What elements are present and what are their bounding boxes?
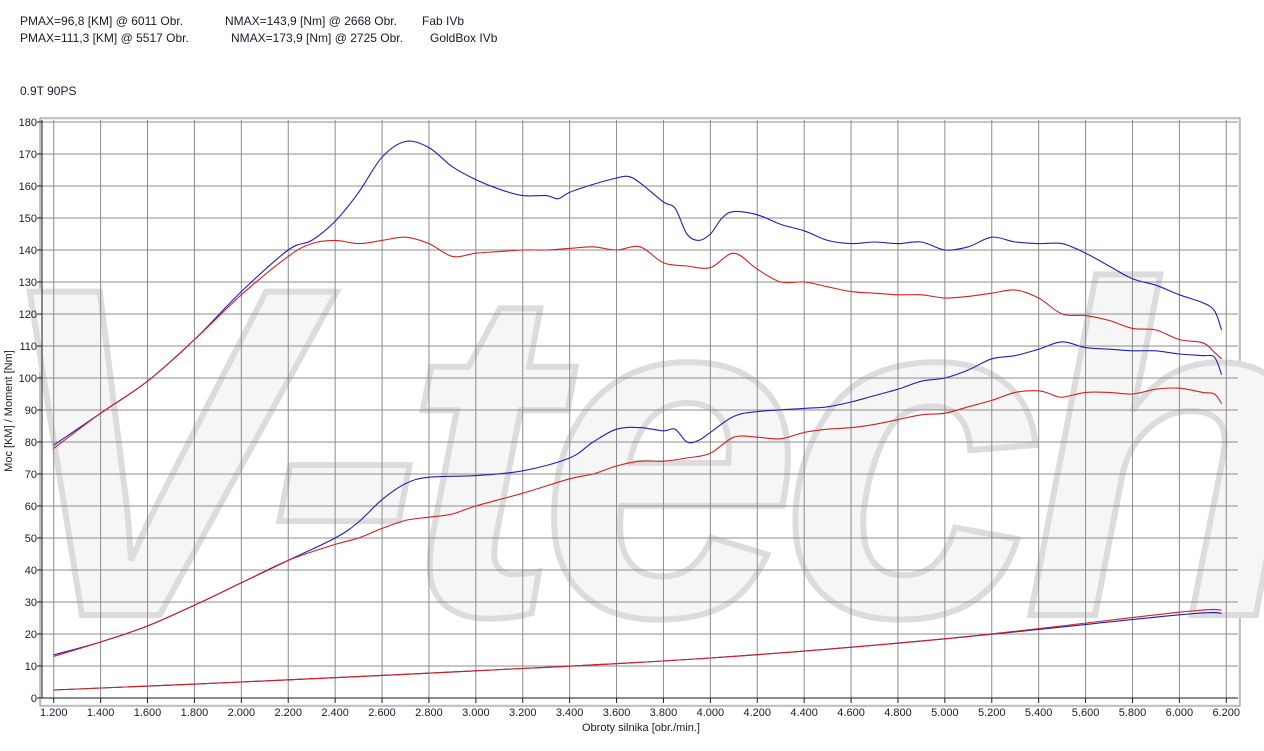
series-line-2 [53, 236, 1222, 449]
x-tick-label: 2.800 [415, 707, 443, 719]
y-tick-label: 60 [25, 501, 37, 513]
x-tick-label: 1.600 [134, 707, 162, 719]
y-tick-label: 40 [25, 565, 37, 577]
nmax-tuned: NMAX=173,9 [Nm] @ 2725 Obr. [231, 31, 403, 45]
y-tick-label: 150 [19, 213, 37, 225]
y-tick-label: 130 [19, 277, 37, 289]
x-tick-label: 1.800 [181, 707, 209, 719]
x-tick-label: 3.000 [462, 707, 490, 719]
x-tick-label: 2.400 [321, 707, 349, 719]
x-tick-label: 6.200 [1213, 707, 1241, 719]
y-tick-label: 90 [25, 405, 37, 417]
series-line-6 [53, 608, 1222, 691]
y-tick-label: 80 [25, 437, 37, 449]
y-tick-label: 160 [19, 181, 37, 193]
x-tick-label: 2.000 [228, 707, 256, 719]
engine-label: 0.9T 90PS [20, 84, 77, 98]
watermark-logo: V-tech [0, 190, 1264, 715]
x-tick-label: 2.600 [368, 707, 396, 719]
x-tick-label: 4.400 [790, 707, 818, 719]
nmax-stock: NMAX=143,9 [Nm] @ 2668 Obr. [225, 14, 397, 28]
y-tick-label: 120 [19, 309, 37, 321]
y-tick-label: 110 [19, 341, 37, 353]
y-tick-label: 10 [25, 661, 37, 673]
x-tick-label: 4.200 [743, 707, 771, 719]
series-line-4 [53, 387, 1223, 657]
x-axis-label: Obroty silnika [obr./min.] [582, 722, 700, 734]
tick-labels: 1.200 1.400 1.600 1.800 2.000 2.200 2.400 2.600… [19, 117, 1240, 719]
x-tick-label: 3.800 [650, 707, 678, 719]
x-tick-label: 1.400 [87, 707, 115, 719]
x-tick-label: 4.000 [697, 707, 725, 719]
x-tick-label: 1.200 [40, 707, 68, 719]
y-tick-label: 170 [19, 149, 37, 161]
x-tick-label: 3.200 [509, 707, 537, 719]
y-tick-label: 100 [19, 373, 37, 385]
vehicle-name-stock: Fab IVb [422, 14, 465, 28]
x-tick-label: 3.400 [556, 707, 584, 719]
series-line-1 [53, 140, 1223, 446]
x-tick-label: 4.600 [837, 707, 865, 719]
x-tick-label: 5.200 [978, 707, 1006, 719]
y-tick-label: 20 [25, 629, 37, 641]
y-tick-label: 0 [31, 693, 37, 705]
x-tick-label: 5.800 [1119, 707, 1147, 719]
x-tick-label: 6.000 [1166, 707, 1194, 719]
header-line-1: PMAX=96,8 [KM] @ 6011 Obr. NMAX=143,9 [N… [20, 14, 464, 70]
y-axis-label: Moc [KM] / Moment [Nm] [3, 350, 15, 472]
pmax-stock: PMAX=96,8 [KM] @ 6011 Obr. [20, 14, 184, 28]
x-tick-label: 5.400 [1025, 707, 1053, 719]
x-tick-label: 5.000 [931, 707, 959, 719]
x-tick-label: 3.600 [603, 707, 631, 719]
y-tick-label: 70 [25, 469, 37, 481]
x-tick-label: 5.600 [1072, 707, 1100, 719]
y-tick-label: 140 [19, 245, 37, 257]
pmax-tuned: PMAX=111,3 [KM] @ 5517 Obr. [20, 31, 189, 45]
x-tick-label: 2.200 [274, 707, 302, 719]
y-tick-label: 180 [19, 117, 37, 129]
header-line-2: PMAX=111,3 [KM] @ 5517 Obr. NMAX=173,9 [… [20, 31, 497, 87]
series-line-3 [53, 341, 1223, 656]
y-tick-label: 30 [25, 597, 37, 609]
x-tick-label: 4.800 [884, 707, 912, 719]
series-group [53, 140, 1223, 691]
y-tick-label: 50 [25, 533, 37, 545]
vehicle-name-tuned: GoldBox IVb [430, 31, 498, 45]
